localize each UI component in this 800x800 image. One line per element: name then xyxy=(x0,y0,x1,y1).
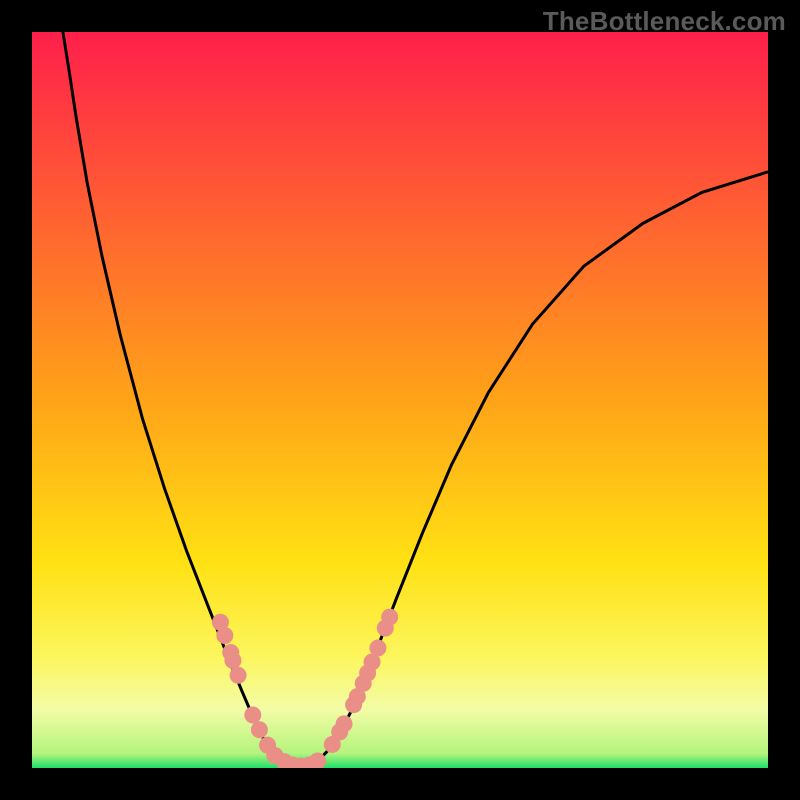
data-marker xyxy=(251,721,268,738)
data-marker xyxy=(381,609,398,626)
data-marker xyxy=(336,715,353,732)
bottleneck-curve xyxy=(63,32,768,766)
data-marker xyxy=(230,667,247,684)
data-marker xyxy=(369,640,386,657)
data-marker xyxy=(224,652,241,669)
data-marker xyxy=(309,753,326,770)
data-marker xyxy=(244,707,261,724)
data-marker xyxy=(216,627,233,644)
chart-overlay xyxy=(0,0,800,800)
